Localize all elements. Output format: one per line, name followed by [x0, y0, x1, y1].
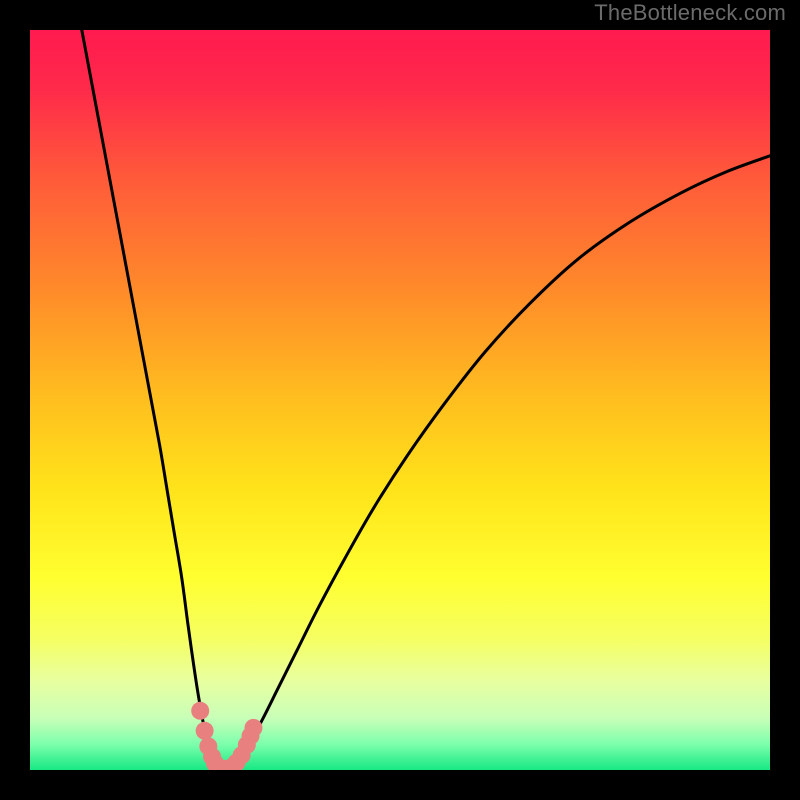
data-marker: [196, 722, 214, 740]
plot-frame: [30, 30, 770, 770]
bottleneck-chart: [30, 30, 770, 770]
data-marker: [244, 719, 262, 737]
gradient-background: [30, 30, 770, 770]
watermark-text: TheBottleneck.com: [594, 0, 786, 26]
data-marker: [191, 702, 209, 720]
